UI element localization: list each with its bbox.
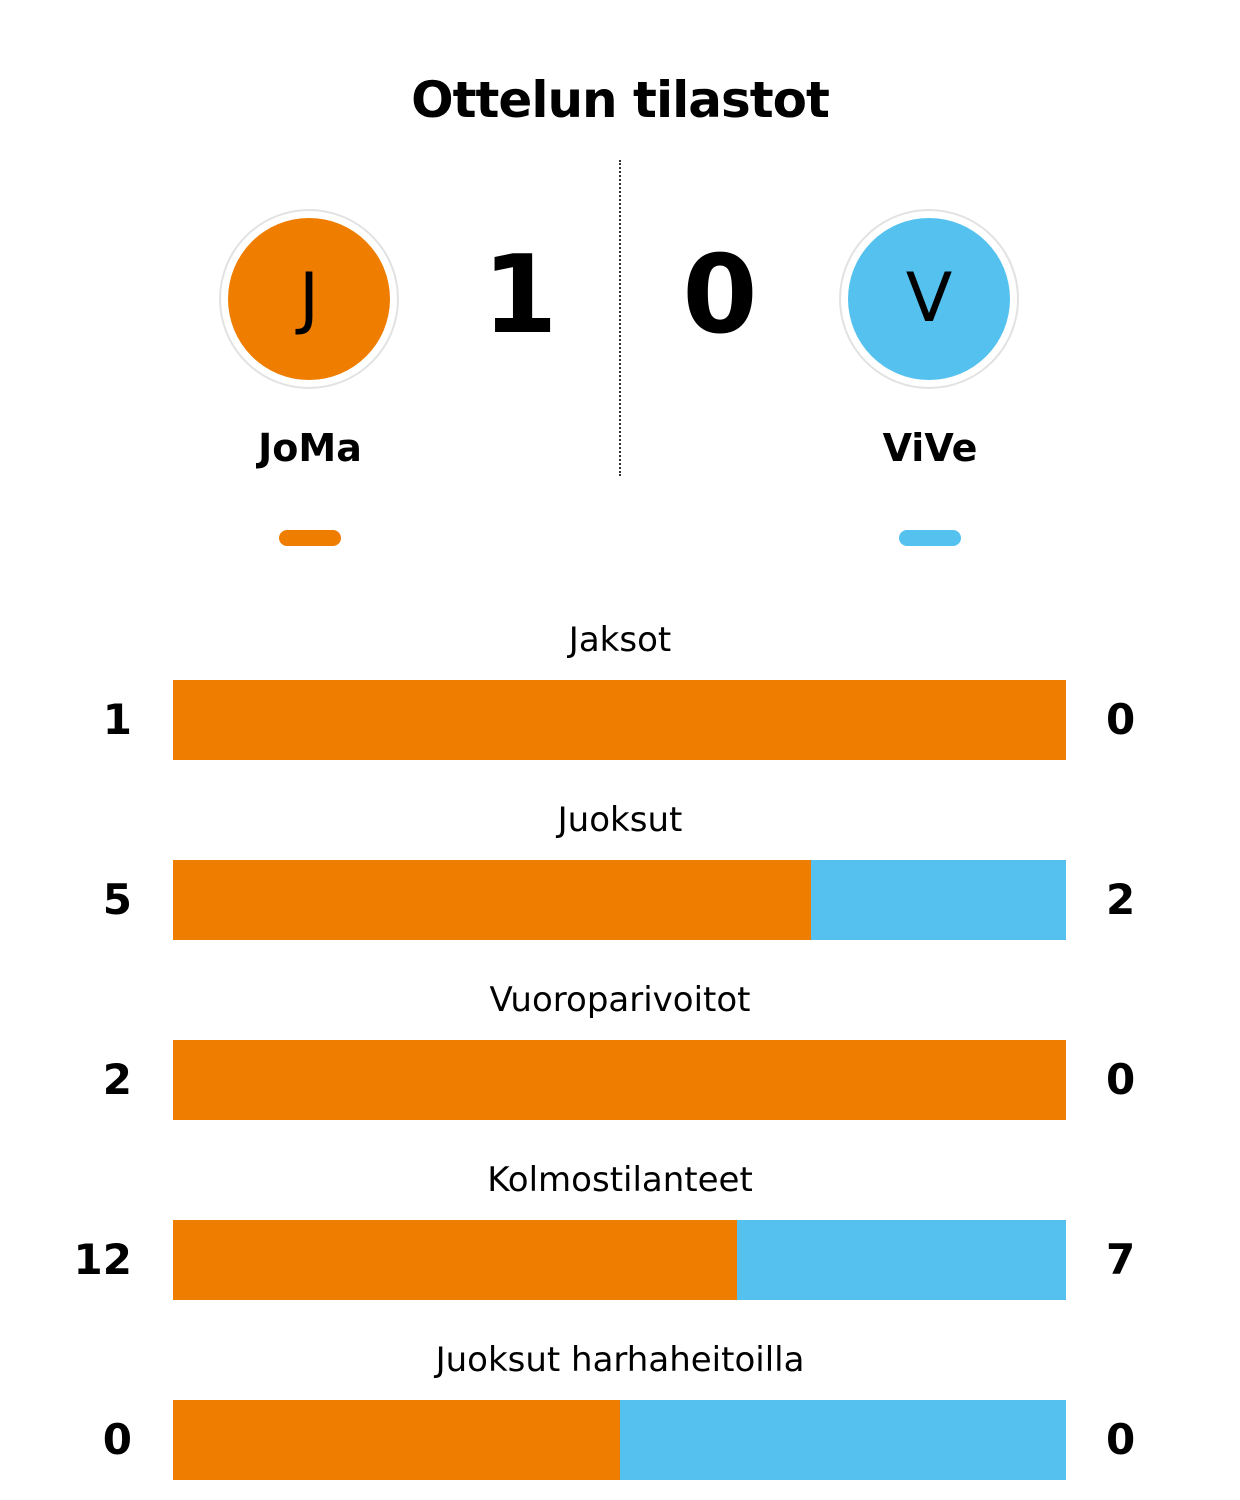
stat-away-value: 0 [1106, 1055, 1136, 1104]
stat-bar-away-segment [810, 860, 1066, 940]
home-team-logo: J [219, 209, 399, 389]
home-team-logo-initial: J [228, 218, 390, 380]
stat-bar-away-segment [737, 1220, 1066, 1300]
stat-away-value: 2 [1106, 875, 1136, 924]
page-title: Ottelun tilastot [411, 71, 830, 129]
stat-row: Vuoroparivoitot 2 0 [0, 978, 1240, 1138]
stat-bar-home-segment [173, 680, 1066, 760]
stat-bar [173, 860, 1066, 940]
stat-away-value: 0 [1106, 1415, 1136, 1464]
stat-bar [173, 1040, 1066, 1120]
stat-row: Kolmostilanteet 12 7 [0, 1158, 1240, 1318]
stat-label: Vuoroparivoitot [489, 980, 751, 1020]
stat-bar-home-segment [173, 860, 811, 940]
home-team-color-swatch [279, 530, 341, 546]
away-team-score: 0 [682, 233, 758, 358]
stat-label: Kolmostilanteet [487, 1160, 753, 1200]
stat-row: Juoksut harhaheitoilla 0 0 [0, 1338, 1240, 1498]
away-team-logo-initial: V [848, 218, 1010, 380]
stat-bar-home-segment [173, 1220, 737, 1300]
stat-bar [173, 680, 1066, 760]
home-team-score: 1 [482, 233, 558, 358]
stat-home-value: 12 [73, 1235, 132, 1284]
stat-home-value: 0 [102, 1415, 132, 1464]
stat-label: Juoksut [557, 800, 683, 840]
stat-row: Juoksut 5 2 [0, 798, 1240, 958]
stat-label: Juoksut harhaheitoilla [435, 1340, 805, 1380]
stat-row: Jaksot 1 0 [0, 618, 1240, 778]
stat-away-value: 0 [1106, 695, 1136, 744]
stat-home-value: 2 [102, 1055, 132, 1104]
stat-label: Jaksot [568, 620, 672, 660]
stat-bar-home-segment [173, 1040, 1066, 1120]
stat-home-value: 1 [102, 695, 132, 744]
center-divider [619, 160, 621, 476]
home-team-name: JoMa [258, 426, 362, 470]
stat-home-value: 5 [102, 875, 132, 924]
stat-bar-home-segment [173, 1400, 620, 1480]
stat-bar [173, 1400, 1066, 1480]
away-team-logo: V [839, 209, 1019, 389]
away-team-name: ViVe [882, 426, 978, 470]
stat-bar-away-segment [619, 1400, 1066, 1480]
away-team-color-swatch [899, 530, 961, 546]
stat-bar [173, 1220, 1066, 1300]
stat-away-value: 7 [1106, 1235, 1136, 1284]
